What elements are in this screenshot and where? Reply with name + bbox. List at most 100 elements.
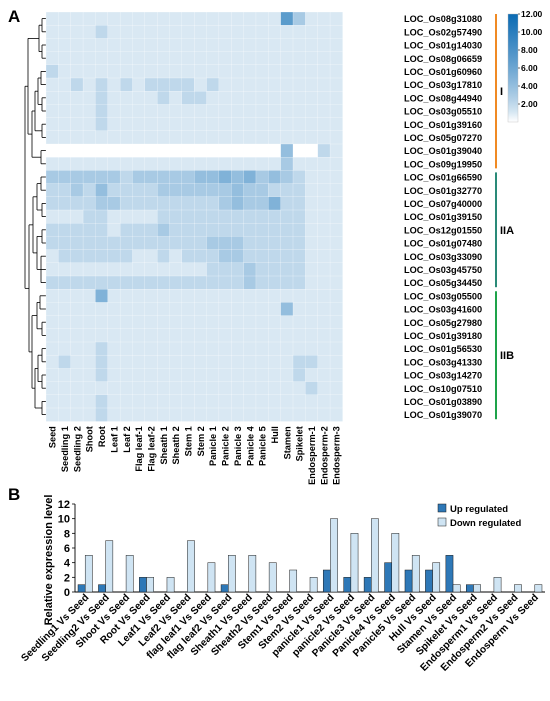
heatmap-cell [70,315,84,330]
heatmap-cell [329,249,343,264]
heatmap-cell [82,249,96,264]
heatmap-column-label: Shoot [85,426,95,452]
heatmap-cell [305,236,319,251]
heatmap-cell [268,77,282,92]
heatmap-cell [157,381,170,396]
colorbar-tick-label: 8.00 [521,45,538,55]
heatmap-cell [107,381,121,396]
heatmap-cell [82,315,96,330]
heatmap-cell [144,196,158,211]
heatmap-cell [329,104,343,119]
heatmap-row-label: LOC_Os01g39070 [404,410,482,420]
heatmap-cell [305,315,319,330]
cluster-label: I [500,86,503,98]
heatmap-cell [305,223,319,237]
heatmap-cell [317,117,331,132]
heatmap-cell [181,355,195,369]
heatmap-cell [169,130,183,145]
heatmap-cell [218,104,232,119]
bar [330,518,338,593]
heatmap-cell [45,355,59,369]
heatmap-cell [280,143,294,158]
heatmap-cell [157,104,170,119]
heatmap-cell [144,315,158,330]
heatmap-column-label: Seed [48,426,58,448]
heatmap-cell [132,130,146,145]
heatmap-column-label: Stamen [282,426,292,460]
heatmap-cell [70,130,84,145]
heatmap-cell [82,117,96,132]
heatmap-cell [58,407,72,422]
heatmap-cell [58,157,72,171]
heatmap-cell [231,38,245,53]
bar [493,577,502,593]
heatmap-cell [58,130,72,145]
heatmap-column-label: Endosperm-1 [307,426,317,485]
heatmap-cell [206,64,220,79]
heatmap-cell [58,209,72,224]
heatmap-cell [70,183,84,198]
heatmap-cell [169,25,183,39]
heatmap-cell [132,368,146,383]
heatmap-cell [58,262,72,277]
bar [207,562,216,593]
heatmap-cell [292,196,306,211]
heatmap-cell [181,64,195,79]
heatmap-cell [317,130,331,145]
heatmap-cell [231,302,245,317]
heatmap-cell [317,302,331,317]
heatmap-cell [45,196,59,211]
heatmap-cell [169,262,183,277]
heatmap-cell [305,183,319,198]
heatmap-cell [157,196,170,211]
heatmap-cell [181,289,195,303]
heatmap-cell [317,38,331,53]
heatmap-cell [194,25,207,39]
heatmap-cell [218,394,232,409]
heatmap-cell [317,315,331,330]
heatmap-cell [268,170,282,185]
heatmap-cell [231,143,245,158]
heatmap-cell [58,143,72,158]
heatmap-cell [280,262,294,277]
heatmap-cell [82,302,96,317]
heatmap-cell [280,249,294,264]
heatmap-cell [218,355,232,369]
heatmap-cell [70,341,84,356]
heatmap-cell [268,381,282,396]
heatmap-row-label: LOC_Os07g40000 [404,199,482,209]
heatmap-cell [218,236,232,251]
heatmap-cell [82,368,96,383]
heatmap-cell [194,117,207,132]
heatmap-column-label: Stem 1 [184,426,194,456]
heatmap-cell [70,289,84,303]
heatmap-cell [82,407,96,422]
heatmap-cell [119,196,133,211]
heatmap-cell [329,77,343,92]
heatmap-cell [119,209,133,224]
heatmap-cell [218,368,232,383]
heatmap-cell [194,262,207,277]
heatmap-cell [132,91,146,105]
heatmap-cell [58,117,72,132]
heatmap-cell [144,51,158,66]
heatmap-cell [317,170,331,185]
heatmap-cell [206,315,220,330]
heatmap-cell [181,91,195,105]
heatmap-cell [107,249,121,264]
heatmap-cell [317,249,331,264]
heatmap-row-label: LOC_Os10g07510 [404,384,482,394]
heatmap-cell [206,38,220,53]
heatmap-cell [329,130,343,145]
heatmap-cell [280,394,294,409]
heatmap-cell [70,328,84,343]
heatmap-cell [181,315,195,330]
heatmap-cell [144,223,158,237]
heatmap-cell [107,394,121,409]
heatmap-cell [194,104,207,119]
heatmap-cell [268,275,282,290]
colorbar-tick-label: 4.00 [521,81,538,91]
heatmap-cell [218,341,232,356]
heatmap-column-label: Leaf 1 [109,426,119,453]
